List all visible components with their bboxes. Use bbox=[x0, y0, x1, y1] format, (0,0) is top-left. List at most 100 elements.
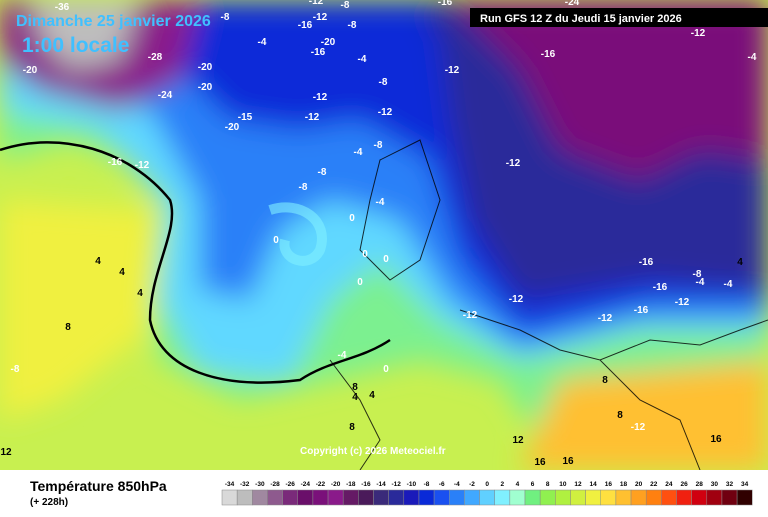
contour-label: -12 bbox=[313, 92, 328, 103]
contour-label: -36 bbox=[55, 2, 70, 13]
contour-label: -12 bbox=[313, 12, 328, 23]
copyright: Copyright (c) 2026 Meteociel.fr bbox=[300, 446, 446, 457]
footer-lead: (+ 228h) bbox=[30, 497, 68, 508]
contour-label: -20 bbox=[23, 65, 38, 76]
contour-label: -20 bbox=[198, 82, 213, 93]
contour-label: -4 bbox=[358, 54, 367, 65]
contour-label: 16 bbox=[562, 456, 574, 467]
contour-label: -8 bbox=[379, 77, 388, 88]
colorbar-swatch bbox=[736, 489, 753, 506]
contour-label: -16 bbox=[634, 305, 649, 316]
contour-label: -12 bbox=[309, 0, 324, 7]
contour-label: -4 bbox=[354, 147, 363, 158]
colorbar-tick-label: -32 bbox=[240, 481, 250, 488]
colorbar-swatch bbox=[494, 489, 511, 506]
colorbar-swatch bbox=[388, 489, 405, 506]
colorbar-tick-label: -22 bbox=[316, 481, 326, 488]
colorbar-swatch bbox=[555, 489, 571, 506]
contour-label: -4 bbox=[724, 279, 733, 290]
contour-label: -16 bbox=[438, 0, 453, 8]
run-banner bbox=[470, 8, 768, 27]
contour-label: 16 bbox=[534, 457, 546, 468]
colorbar-tick-label: 26 bbox=[680, 481, 688, 488]
colorbar-tick-label: 10 bbox=[559, 481, 567, 488]
colorbar-swatch bbox=[358, 489, 374, 506]
contour-label: 0 bbox=[383, 254, 389, 265]
colorbar-swatch bbox=[570, 489, 586, 506]
colorbar-tick-label: 14 bbox=[590, 481, 598, 488]
contour-label: -12 bbox=[506, 158, 521, 169]
contour-label: 0 bbox=[349, 213, 355, 224]
footer-title: Température 850hPa bbox=[30, 478, 167, 494]
contour-label: -15 bbox=[238, 112, 253, 123]
colorbar-swatch bbox=[464, 489, 480, 506]
contour-label: -4 bbox=[748, 52, 757, 63]
colorbar-tick-label: -6 bbox=[439, 481, 445, 488]
colorbar-tick-label: -20 bbox=[331, 481, 341, 488]
colorbar-tick-label: 8 bbox=[546, 481, 550, 488]
contour-label: -12 bbox=[135, 160, 150, 171]
colorbar-swatch bbox=[403, 489, 420, 506]
colorbar-tick-label: -2 bbox=[469, 481, 475, 488]
contour-label: 8 bbox=[349, 422, 355, 433]
colorbar-swatch bbox=[342, 489, 359, 506]
colorbar-swatch bbox=[676, 489, 692, 506]
contour-label: -8 bbox=[318, 167, 327, 178]
colorbar-tick-label: -34 bbox=[225, 481, 235, 488]
colorbar-swatch bbox=[479, 489, 495, 506]
contour-label: -12 bbox=[691, 28, 706, 39]
colorbar-swatch bbox=[282, 489, 299, 506]
contour-label: -28 bbox=[148, 52, 163, 63]
colorbar-swatch bbox=[267, 489, 283, 506]
colorbar-tick-label: 2 bbox=[500, 481, 504, 488]
run-info: Run GFS 12 Z du Jeudi 15 janvier 2026 bbox=[480, 13, 682, 25]
colorbar-swatch bbox=[524, 489, 541, 506]
contour-label: 0 bbox=[362, 249, 368, 260]
contour-label: -24 bbox=[158, 90, 173, 101]
colorbar-swatch bbox=[645, 489, 662, 506]
colorbar-tick-label: 4 bbox=[516, 481, 520, 488]
colorbar-swatch bbox=[236, 489, 253, 506]
contour-label: -12 bbox=[463, 310, 478, 321]
colorbar-tick-label: 18 bbox=[620, 481, 628, 488]
colorbar-tick-label: 6 bbox=[531, 481, 535, 488]
contour-label: -12 bbox=[445, 65, 460, 76]
colorbar-tick-label: 12 bbox=[574, 481, 582, 488]
colorbar-tick-label: -10 bbox=[407, 481, 417, 488]
contour-label: 0 bbox=[383, 364, 389, 375]
colorbar-tick-label: 34 bbox=[741, 481, 749, 488]
contour-label: 12 bbox=[512, 435, 524, 446]
contour-label: 8 bbox=[65, 322, 71, 333]
map-time: 1:00 locale bbox=[22, 34, 129, 57]
contour-label: 12 bbox=[0, 447, 12, 458]
contour-label: -8 bbox=[11, 364, 20, 375]
colorbar-swatch bbox=[706, 489, 723, 506]
contour-label: -12 bbox=[509, 294, 524, 305]
contour-label: 8 bbox=[352, 382, 358, 393]
colorbar-tick-label: -16 bbox=[361, 481, 371, 488]
contour-label: -16 bbox=[298, 20, 313, 31]
colorbar-tick-label: 24 bbox=[665, 481, 673, 488]
colorbar-swatch bbox=[373, 489, 389, 506]
contour-label: -8 bbox=[299, 182, 308, 193]
contour-label: 4 bbox=[137, 288, 143, 299]
colorbar-tick-label: -24 bbox=[301, 481, 311, 488]
contour-label: -8 bbox=[341, 0, 350, 11]
contour-label: -12 bbox=[631, 422, 646, 433]
contour-label: -8 bbox=[374, 140, 383, 151]
contour-label: -4 bbox=[338, 350, 347, 361]
colorbar-swatch bbox=[585, 489, 601, 506]
contour-label: -4 bbox=[258, 37, 267, 48]
colorbar-swatch bbox=[433, 489, 450, 506]
contour-label: 4 bbox=[95, 256, 101, 267]
contour-label: -12 bbox=[598, 313, 613, 324]
contour-label: -8 bbox=[693, 269, 702, 280]
colorbar-swatch bbox=[297, 489, 314, 506]
contour-label: -12 bbox=[305, 112, 320, 123]
colorbar-swatch bbox=[252, 489, 268, 506]
contour-label: -12 bbox=[675, 297, 690, 308]
contour-label: 4 bbox=[369, 390, 375, 401]
contour-label: -16 bbox=[108, 157, 123, 168]
contour-label: -4 bbox=[696, 277, 705, 288]
